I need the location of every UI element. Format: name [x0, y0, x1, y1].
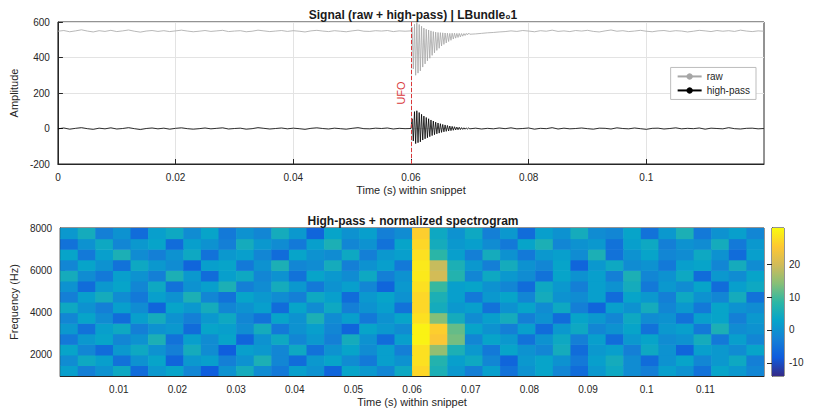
svg-text:0.08: 0.08	[519, 172, 539, 183]
svg-text:UFO: UFO	[395, 81, 407, 105]
svg-text:0.07: 0.07	[461, 384, 481, 395]
svg-text:0: 0	[789, 324, 795, 335]
svg-text:0.1: 0.1	[639, 172, 653, 183]
svg-text:Time (s) within snippet: Time (s) within snippet	[356, 184, 466, 196]
svg-text:Amplitude: Amplitude	[8, 69, 20, 118]
svg-text:0.04: 0.04	[285, 384, 305, 395]
svg-text:0: 0	[44, 123, 50, 134]
svg-text:Frequency (Hz): Frequency (Hz)	[8, 264, 20, 340]
svg-text:10: 10	[789, 292, 801, 303]
svg-text:20: 20	[789, 259, 801, 270]
svg-text:High-pass + normalized spectro: High-pass + normalized spectrogram	[307, 214, 518, 228]
svg-text:-10: -10	[789, 357, 804, 368]
svg-text:0.02: 0.02	[168, 384, 188, 395]
svg-text:0.1: 0.1	[640, 384, 654, 395]
svg-text:0.09: 0.09	[578, 384, 598, 395]
svg-text:600: 600	[33, 17, 50, 28]
svg-text:0.08: 0.08	[520, 384, 540, 395]
svg-text:0.05: 0.05	[344, 384, 364, 395]
svg-text:6000: 6000	[30, 265, 53, 276]
svg-text:4000: 4000	[30, 307, 53, 318]
svg-text:0.03: 0.03	[226, 384, 246, 395]
svg-text:2000: 2000	[30, 349, 53, 360]
svg-text:400: 400	[33, 52, 50, 63]
svg-text:raw: raw	[707, 71, 724, 82]
svg-text:-200: -200	[30, 159, 50, 170]
svg-text:8000: 8000	[30, 223, 53, 234]
svg-text:0.01: 0.01	[109, 384, 129, 395]
svg-text:0.04: 0.04	[284, 172, 304, 183]
svg-text:0.06: 0.06	[402, 384, 422, 395]
svg-text:0.06: 0.06	[401, 172, 421, 183]
svg-text:200: 200	[33, 88, 50, 99]
svg-text:Time (s) within snippet: Time (s) within snippet	[357, 396, 467, 408]
svg-text:Signal (raw + high-pass) | LBu: Signal (raw + high-pass) | LBundle₀1	[309, 8, 518, 22]
svg-text:0.02: 0.02	[166, 172, 186, 183]
svg-text:high-pass: high-pass	[707, 85, 750, 96]
svg-text:0: 0	[55, 172, 61, 183]
svg-text:0.11: 0.11	[696, 384, 715, 395]
